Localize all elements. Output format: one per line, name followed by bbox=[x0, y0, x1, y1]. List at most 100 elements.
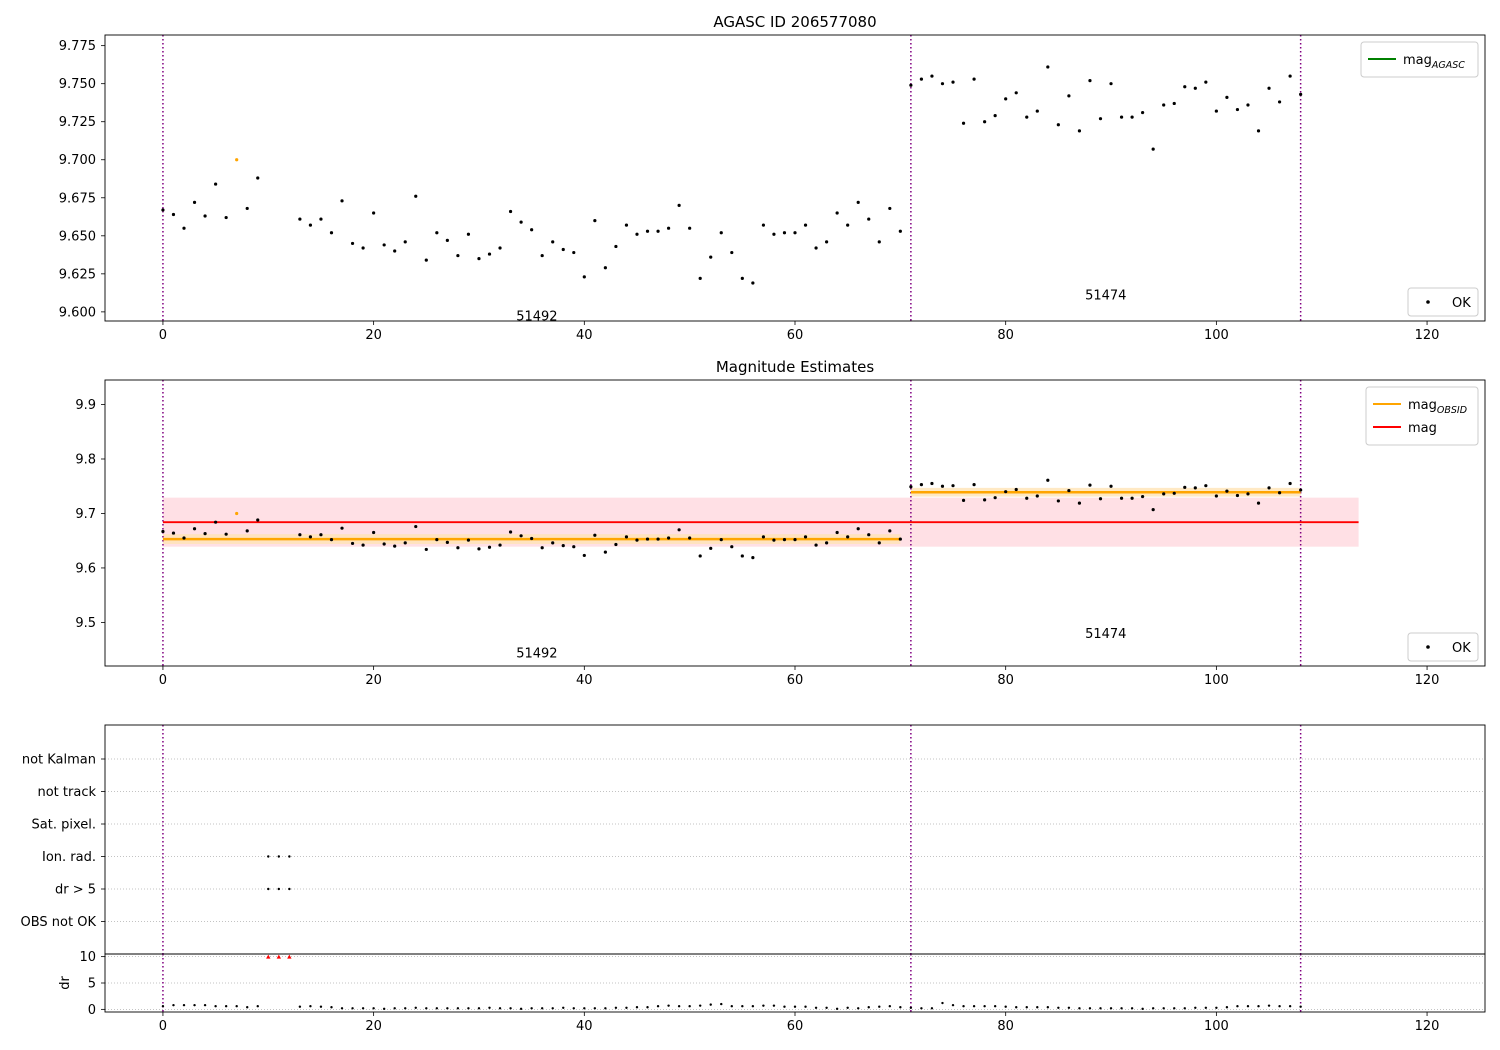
ok-point bbox=[993, 496, 997, 500]
dr-point bbox=[456, 1007, 460, 1010]
ok-point bbox=[361, 543, 365, 547]
dr-point bbox=[709, 1003, 712, 1006]
dr-point bbox=[161, 1005, 165, 1008]
dr-point bbox=[972, 1005, 976, 1008]
dr-point bbox=[1130, 1007, 1134, 1010]
ok-point bbox=[666, 226, 671, 230]
ok-point bbox=[1077, 129, 1082, 133]
dr-point bbox=[1225, 1006, 1229, 1009]
flag-point bbox=[288, 855, 291, 858]
ok-point bbox=[803, 535, 808, 539]
ok-point bbox=[424, 547, 428, 552]
dr-point bbox=[804, 1005, 807, 1008]
ok-point bbox=[1225, 489, 1229, 493]
dr-point bbox=[1109, 1007, 1113, 1010]
ok-point bbox=[1288, 481, 1292, 486]
ok-point bbox=[856, 527, 860, 531]
dr-point bbox=[203, 1003, 207, 1007]
ok-point bbox=[909, 485, 913, 489]
ok-point bbox=[456, 546, 460, 550]
y-tick-label: 5 bbox=[88, 977, 96, 992]
ok-point bbox=[445, 540, 449, 544]
ok-point bbox=[1025, 115, 1029, 119]
obsid-label: 51474 bbox=[1085, 288, 1126, 303]
dr-point bbox=[1088, 1007, 1092, 1010]
dr-point bbox=[425, 1007, 428, 1010]
dr-point bbox=[1299, 1005, 1302, 1008]
ok-point bbox=[951, 80, 955, 84]
dr-point bbox=[477, 1007, 481, 1010]
y-tick-label: 9.8 bbox=[75, 452, 96, 467]
ok-point bbox=[256, 176, 260, 180]
flag-point bbox=[277, 887, 281, 891]
dr-point bbox=[688, 1005, 691, 1008]
ok-point bbox=[572, 250, 576, 255]
ok-point bbox=[329, 231, 334, 235]
y-tick-label: 9.650 bbox=[59, 229, 96, 244]
dr-point bbox=[551, 1007, 554, 1010]
flag-point bbox=[267, 855, 270, 858]
ok-point bbox=[487, 545, 492, 549]
x-tick-label: 60 bbox=[787, 328, 804, 343]
ok-point bbox=[614, 542, 618, 547]
ok-point bbox=[1141, 494, 1145, 499]
dr-point bbox=[1067, 1006, 1071, 1009]
ok-point bbox=[182, 226, 186, 230]
dr-point bbox=[446, 1007, 449, 1010]
dr-point bbox=[246, 1006, 249, 1009]
dr-point bbox=[1057, 1006, 1060, 1009]
dr-out-of-range-marker bbox=[287, 954, 292, 959]
ok-point bbox=[519, 534, 523, 538]
ok-point bbox=[846, 535, 850, 539]
ok-point bbox=[1256, 129, 1261, 133]
dr-point bbox=[330, 1006, 333, 1009]
legend-label: OK bbox=[1452, 296, 1471, 311]
ok-point bbox=[403, 240, 407, 244]
ok-point bbox=[1046, 65, 1050, 69]
ok-point bbox=[645, 537, 650, 541]
ok-point bbox=[1067, 488, 1071, 493]
x-tick-label: 100 bbox=[1204, 1019, 1229, 1034]
ok-point bbox=[350, 541, 355, 546]
ok-point bbox=[1141, 110, 1145, 115]
dr-point bbox=[562, 1006, 565, 1009]
dr-point bbox=[793, 1005, 797, 1008]
ok-point bbox=[814, 246, 818, 250]
ok-point bbox=[782, 231, 787, 235]
ok-point bbox=[1183, 485, 1187, 489]
legend-label: OK bbox=[1452, 641, 1471, 656]
ok-point bbox=[730, 250, 734, 255]
ok-point bbox=[1109, 82, 1113, 86]
dr-point bbox=[351, 1007, 354, 1010]
ok-point bbox=[1056, 123, 1060, 127]
ok-point bbox=[224, 532, 228, 536]
ok-point bbox=[414, 194, 418, 198]
ok-point bbox=[1267, 486, 1271, 490]
y-tick-label: 9.625 bbox=[59, 267, 96, 282]
x-tick-label: 0 bbox=[159, 673, 167, 688]
dr-point bbox=[783, 1005, 786, 1008]
ok-point bbox=[772, 538, 776, 542]
ok-point bbox=[372, 211, 376, 215]
ok-point bbox=[1299, 92, 1303, 96]
ok-point bbox=[1204, 80, 1208, 84]
ok-point bbox=[993, 114, 997, 118]
ok-point bbox=[972, 482, 976, 487]
ok-point bbox=[1256, 501, 1261, 505]
y-tick-label: 10 bbox=[79, 950, 96, 965]
ok-point bbox=[751, 555, 755, 560]
ok-point bbox=[540, 546, 544, 550]
ok-point bbox=[793, 231, 797, 235]
flag-row-label: not track bbox=[37, 785, 96, 800]
ok-point bbox=[414, 524, 418, 529]
x-tick-label: 120 bbox=[1415, 328, 1440, 343]
ok-point bbox=[1214, 109, 1218, 113]
legend-label: mag bbox=[1408, 421, 1437, 436]
dr-point bbox=[677, 1005, 681, 1008]
dr-point bbox=[909, 1006, 913, 1009]
dr-point bbox=[235, 1005, 238, 1008]
ok-point bbox=[182, 536, 186, 540]
legend-label-subscript: AGASC bbox=[1431, 60, 1465, 71]
ok-point bbox=[435, 231, 439, 235]
legend-label: magAGASC bbox=[1403, 53, 1465, 71]
